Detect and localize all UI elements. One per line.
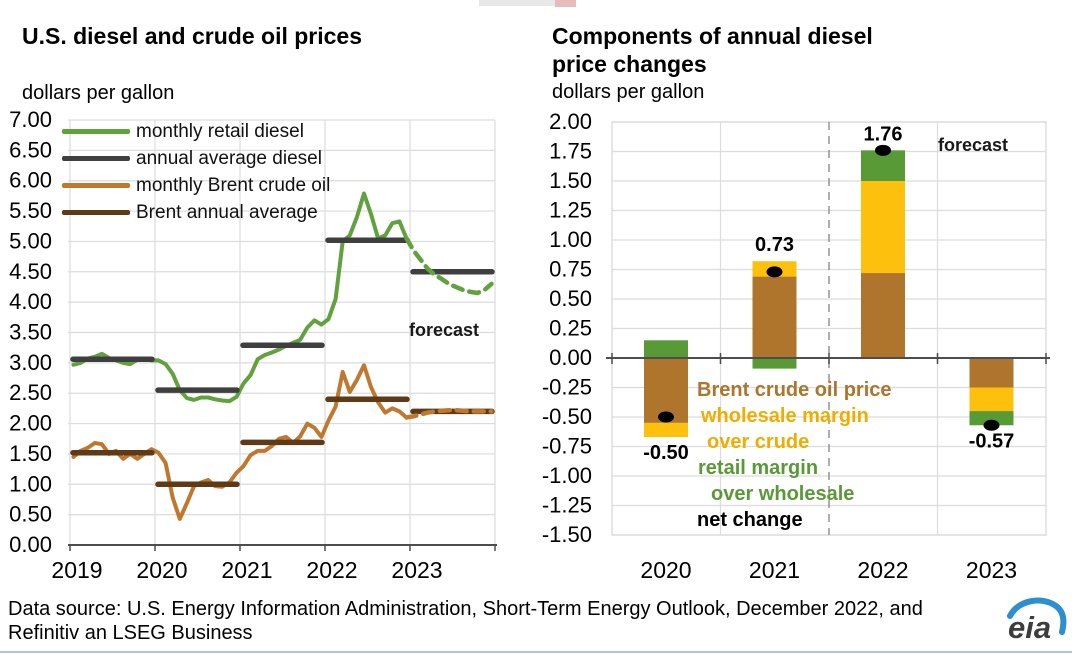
right-chart-title: Components of annual diesel price change… [552, 22, 873, 78]
line-swatch-green [62, 129, 130, 134]
eia-logo-text: eia [1008, 610, 1052, 645]
legend-item-monthly-brent-crude: monthly Brent crude oil [62, 172, 330, 199]
svg-text:6.50: 6.50 [9, 137, 52, 162]
series-monthly-retail-diesel [71, 191, 409, 404]
svg-text:2021: 2021 [749, 557, 800, 583]
svg-text:4.00: 4.00 [9, 289, 52, 314]
bar-2020-retail-margin-over-wholesale [644, 340, 688, 358]
svg-text:0.50: 0.50 [9, 502, 52, 527]
svg-text:-1.00: -1.00 [542, 463, 592, 488]
svg-text:1.75: 1.75 [549, 139, 592, 164]
forecast-monthly-retail-diesel [404, 236, 494, 296]
bar-legend-brent-crude: Brent crude oil price [697, 379, 892, 401]
line-swatch-dark-gray [62, 156, 130, 161]
bar-2023-retail-margin-over-wholesale [969, 411, 1014, 426]
net-change-label-2022: 1.76 [864, 123, 903, 145]
legend-item-monthly-retail-diesel: monthly retail diesel [62, 118, 330, 145]
line-swatch-orange [62, 183, 130, 188]
cropped-text-remnant [479, 0, 555, 6]
svg-text:2021: 2021 [221, 557, 272, 583]
svg-text:2020: 2020 [136, 557, 187, 583]
svg-text:0.50: 0.50 [549, 286, 592, 311]
svg-text:0.25: 0.25 [549, 316, 592, 341]
bar-legend-retail-margin: retail margin [698, 457, 819, 479]
svg-text:0.75: 0.75 [549, 257, 592, 282]
svg-text:-0.50: -0.50 [542, 404, 592, 429]
svg-text:1.50: 1.50 [9, 441, 52, 466]
svg-text:2023: 2023 [391, 557, 442, 583]
bar-2022-wholesale-margin-over-crude [861, 181, 905, 274]
left-chart-legend: monthly retail diesel annual average die… [62, 118, 330, 226]
legend-label: Brent annual average [136, 201, 318, 223]
right-bar-chart: 2.00 1.75 1.50 1.25 1.00 0.75 0.50 0.25 0.00 -0.2… [542, 109, 1050, 583]
svg-text:2023: 2023 [966, 557, 1017, 583]
svg-text:-1.50: -1.50 [542, 522, 592, 547]
bottom-border-line [0, 651, 1072, 653]
bar-2023-wholesale-margin-over-crude [969, 387, 1014, 412]
svg-text:0.00: 0.00 [9, 532, 52, 557]
right-chart-unit-label: dollars per gallon [552, 81, 705, 103]
right-chart-title-line1: Components of annual diesel [552, 23, 873, 49]
svg-text:2.50: 2.50 [9, 380, 52, 405]
right-chart-title-line2: price changes [552, 51, 707, 77]
left-chart-unit-label: dollars per gallon [22, 82, 175, 104]
right-forecast-label: forecast [938, 135, 1009, 155]
bar-2021-retail-margin-over-wholesale [752, 358, 797, 369]
svg-text:3.00: 3.00 [9, 350, 52, 375]
left-line-chart: 7.00 6.50 6.00 5.50 5.00 4.50 4.00 3.50 3.00 2.50… [9, 107, 497, 583]
eia-logo-swoosh [1007, 597, 1067, 635]
svg-text:-1.25: -1.25 [542, 493, 592, 518]
source-note: Data source: U.S. Energy Information Adm… [8, 598, 923, 644]
bar-2022-Brent-crude-oil-price [861, 273, 905, 358]
bar-2020-wholesale-margin-over-crude [644, 422, 688, 438]
net-change-dot-2022 [875, 144, 891, 156]
legend-item-brent-annual-average: Brent annual average [62, 199, 330, 226]
svg-text:3.50: 3.50 [9, 320, 52, 345]
net-change-dot-2023 [983, 419, 1000, 431]
bar-2023-Brent-crude-oil-price [969, 358, 1014, 388]
net-change-label-2023: -0.57 [969, 430, 1015, 452]
svg-text:5.50: 5.50 [9, 198, 52, 223]
net-change-label-2020: -0.50 [643, 442, 689, 464]
svg-text:2019: 2019 [51, 557, 102, 583]
legend-label: monthly Brent crude oil [136, 174, 331, 196]
svg-text:0.00: 0.00 [549, 345, 592, 370]
bar-legend-over-wholesale: over wholesale [711, 483, 855, 505]
left-forecast-label: forecast [409, 320, 480, 340]
svg-text:2022: 2022 [857, 557, 908, 583]
svg-text:1.00: 1.00 [9, 471, 52, 496]
svg-text:-0.25: -0.25 [542, 375, 592, 400]
svg-text:2020: 2020 [640, 557, 691, 583]
svg-text:1.00: 1.00 [549, 227, 592, 252]
svg-text:5.00: 5.00 [9, 228, 52, 253]
svg-text:2.00: 2.00 [549, 109, 592, 134]
svg-text:7.00: 7.00 [9, 107, 52, 132]
svg-text:2.00: 2.00 [9, 411, 52, 436]
line-swatch-brown [62, 210, 130, 215]
svg-text:1.25: 1.25 [549, 198, 592, 223]
legend-label: annual average diesel [136, 147, 322, 169]
legend-item-annual-average-diesel: annual average diesel [62, 145, 330, 172]
eia-logo: eia [1002, 594, 1068, 648]
svg-text:1.50: 1.50 [549, 168, 592, 193]
net-change-dot-2020 [658, 411, 674, 423]
net-change-label-2021: 0.73 [755, 234, 794, 256]
left-chart-title: U.S. diesel and crude oil prices [22, 23, 363, 49]
bar-legend-wholesale-margin: wholesale margin [701, 405, 869, 427]
bar-2021-Brent-crude-oil-price [752, 276, 797, 358]
forecast-monthly-Brent-crude-oil [404, 407, 494, 420]
svg-text:6.00: 6.00 [9, 168, 52, 193]
legend-label: monthly retail diesel [136, 120, 304, 142]
svg-text:-0.75: -0.75 [542, 434, 592, 459]
svg-text:4.50: 4.50 [9, 259, 52, 284]
cropped-text-remnant-red [555, 0, 576, 7]
bar-legend-over-crude: over crude [707, 431, 810, 453]
net-change-dot-2021 [766, 266, 783, 278]
bar-legend-net-change: net change [697, 509, 803, 531]
svg-text:2022: 2022 [306, 557, 357, 583]
